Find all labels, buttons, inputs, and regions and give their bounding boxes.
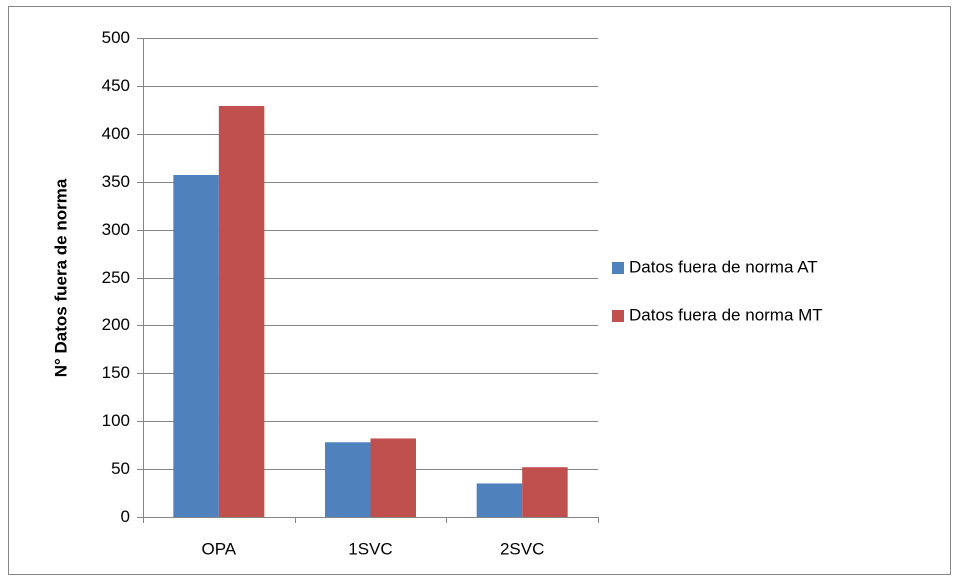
legend-label: Datos fuera de norma MT	[629, 305, 823, 324]
chart-frame	[8, 6, 951, 575]
bar	[325, 442, 371, 517]
x-tick-label: 1SVC	[348, 539, 392, 558]
legend-swatch	[612, 310, 624, 322]
x-tick-label: 2SVC	[500, 539, 544, 558]
y-tick-label: 100	[102, 411, 130, 430]
y-tick-label: 50	[111, 459, 130, 478]
y-axis-title: N° Datos fuera de norma	[51, 178, 70, 377]
y-tick-label: 200	[102, 315, 130, 334]
y-tick-label: 300	[102, 220, 130, 239]
bar	[476, 483, 523, 517]
y-tick-label: 450	[102, 76, 130, 95]
x-tick-label: OPA	[202, 539, 237, 558]
y-tick-label: 0	[121, 507, 130, 526]
bar	[173, 174, 219, 517]
y-tick-label: 350	[102, 172, 130, 191]
legend-swatch	[612, 262, 624, 274]
legend-label: Datos fuera de norma AT	[629, 257, 818, 276]
y-tick-label: 400	[102, 124, 130, 143]
y-tick-label: 250	[102, 268, 130, 287]
bar	[218, 106, 265, 517]
y-tick-label: 150	[102, 363, 130, 382]
bar	[522, 467, 568, 517]
y-tick-label: 500	[102, 28, 130, 47]
bar	[370, 438, 416, 517]
